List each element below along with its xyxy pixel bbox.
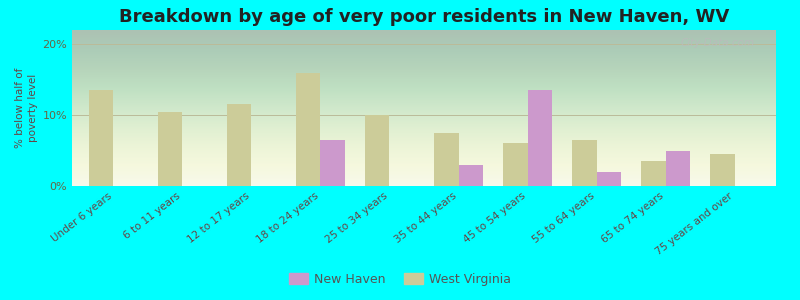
Bar <box>572 140 597 186</box>
Bar <box>666 151 690 186</box>
Y-axis label: % below half of
poverty level: % below half of poverty level <box>15 68 38 148</box>
Bar <box>597 172 621 186</box>
Bar <box>158 112 182 186</box>
Legend: New Haven, West Virginia: New Haven, West Virginia <box>284 268 516 291</box>
Bar <box>366 115 390 186</box>
Bar <box>642 161 666 186</box>
Title: Breakdown by age of very poor residents in New Haven, WV: Breakdown by age of very poor residents … <box>119 8 729 26</box>
Bar <box>434 133 458 186</box>
Bar <box>227 104 251 186</box>
Bar <box>321 140 345 186</box>
Bar <box>527 90 552 186</box>
Text: City-Data.com: City-Data.com <box>681 38 755 48</box>
Bar <box>710 154 734 186</box>
Bar <box>296 73 321 186</box>
Bar <box>90 90 114 186</box>
Bar <box>503 143 527 186</box>
Bar <box>458 165 482 186</box>
